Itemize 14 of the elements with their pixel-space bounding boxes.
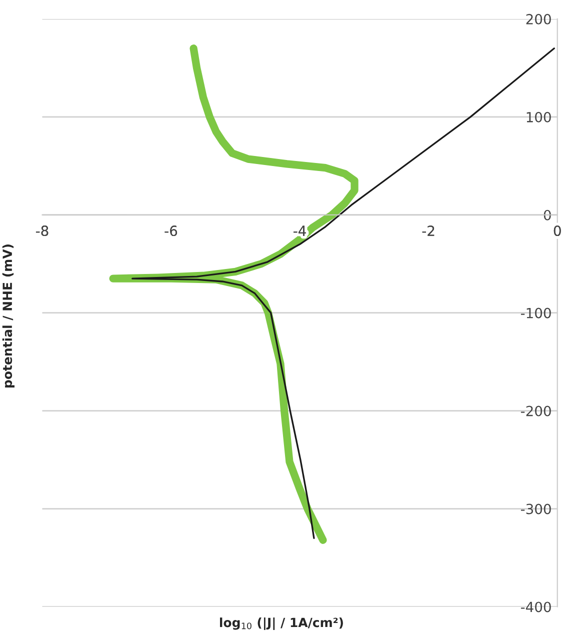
y-tick-label: -200 (520, 406, 551, 416)
y-tick-label: 100 (526, 112, 551, 122)
y-axis-title: potential / NHE (mV) (2, 244, 14, 388)
y-tick-label: -300 (520, 504, 551, 514)
y-tick-label: -400 (520, 602, 551, 612)
x-tick-label: -6 (164, 226, 178, 236)
x-axis-title: log$_{10}$ (|J| / 1A/cm²) (220, 617, 343, 630)
y-tick-label: 0 (544, 210, 551, 220)
y-tick-label: 200 (526, 14, 551, 24)
x-tick-label: -2 (422, 226, 434, 236)
x-tick-label: -8 (36, 226, 48, 236)
line-series (132, 48, 555, 539)
y-tick-label: -100 (520, 308, 551, 318)
x-tick-label: 0 (554, 226, 561, 236)
